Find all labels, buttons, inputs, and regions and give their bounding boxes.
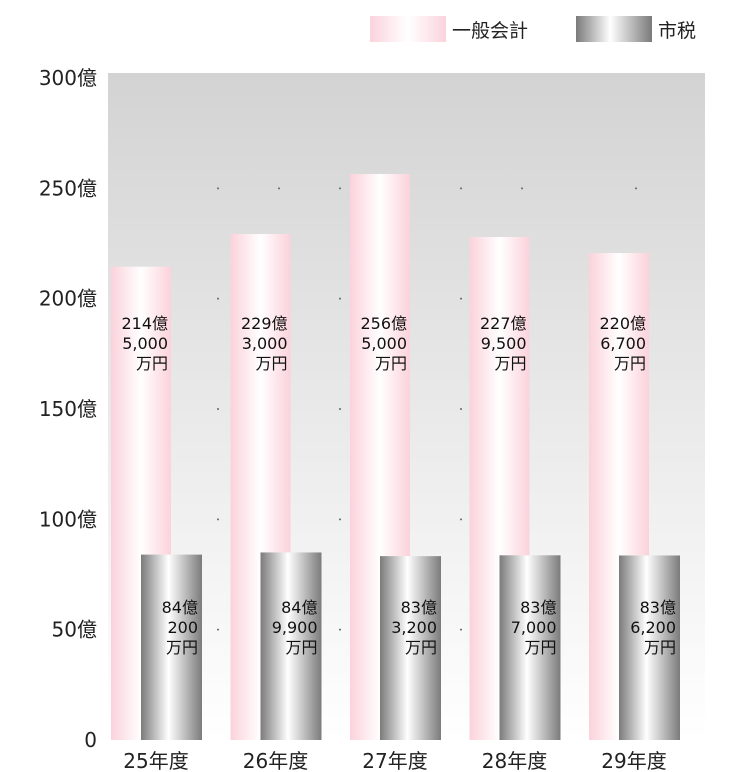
grid-dot <box>339 187 341 190</box>
data-label-city-tax: 万円 <box>524 638 556 657</box>
grid-dot <box>217 518 219 521</box>
bar-city-tax <box>260 552 322 740</box>
grid-dot <box>521 187 523 190</box>
data-label-city-tax: 万円 <box>405 638 437 657</box>
x-category-label: 25年度 <box>123 749 188 772</box>
data-label-general: 万円 <box>375 354 407 373</box>
grid-dot <box>217 628 219 631</box>
bar-city-tax <box>499 555 561 740</box>
data-label-city-tax: 7,000 <box>511 618 557 637</box>
data-label-city-tax: 3,200 <box>391 618 437 637</box>
legend-general: 一般会計 <box>370 14 528 44</box>
grid-dot <box>339 628 341 631</box>
data-label-general: 6,700 <box>600 334 646 353</box>
data-label-general: 214億 <box>121 314 168 333</box>
bar-city-tax <box>619 555 680 740</box>
data-label-general: 9,500 <box>481 334 527 353</box>
data-label-general: 万円 <box>494 354 526 373</box>
data-label-general: 5,000 <box>361 334 407 353</box>
data-label-general: 万円 <box>136 354 168 373</box>
data-label-city-tax: 6,200 <box>630 618 676 637</box>
data-label-city-tax: 84億 <box>281 598 317 617</box>
grid-dot <box>339 297 341 300</box>
data-label-general: 5,000 <box>122 334 168 353</box>
data-label-general: 229億 <box>241 314 288 333</box>
grid-dot <box>460 408 462 410</box>
legend-label-city: 市税 <box>658 19 697 42</box>
y-tick-label: 50億 <box>52 618 97 642</box>
y-tick-label: 300億 <box>39 66 97 90</box>
grid-dot <box>635 187 637 190</box>
legend-label-general: 一般会計 <box>452 19 529 42</box>
data-label-city-tax: 83億 <box>401 598 437 617</box>
x-category-label: 28年度 <box>482 749 547 772</box>
data-label-city-tax: 83億 <box>520 598 556 617</box>
data-label-city-tax: 83億 <box>640 598 676 617</box>
data-label-general: 256億 <box>360 314 407 333</box>
x-category-label: 29年度 <box>601 749 666 772</box>
data-label-city-tax: 万円 <box>166 638 198 657</box>
data-label-city-tax: 万円 <box>644 638 676 657</box>
x-category-label: 27年度 <box>362 749 427 772</box>
grid-dot <box>460 518 462 521</box>
bar-city-tax <box>380 556 441 740</box>
legend-swatch-general <box>370 16 446 42</box>
y-tick-label: 200億 <box>39 287 97 311</box>
grid-dot <box>217 408 219 410</box>
data-label-general: 3,000 <box>242 334 288 353</box>
grid-dot <box>460 297 462 300</box>
grid-dot <box>460 187 462 190</box>
grid-dot <box>339 408 341 410</box>
data-label-city-tax: 万円 <box>285 638 317 657</box>
data-label-city-tax: 200 <box>167 618 198 637</box>
data-label-general: 227億 <box>480 314 527 333</box>
grid-dot <box>217 297 219 300</box>
data-label-city-tax: 84億 <box>162 598 198 617</box>
legend-swatch-city <box>576 16 652 42</box>
grid-dot <box>460 628 462 631</box>
data-label-city-tax: 9,900 <box>272 618 318 637</box>
data-label-general: 220億 <box>599 314 646 333</box>
y-tick-label: 0 <box>84 728 97 752</box>
legend-city: 市税 <box>576 14 696 44</box>
data-label-general: 万円 <box>614 354 646 373</box>
grid-dot <box>278 187 280 190</box>
y-tick-label: 250億 <box>39 176 97 200</box>
y-tick-label: 150億 <box>39 397 97 421</box>
data-label-general: 万円 <box>255 354 287 373</box>
y-tick-label: 100億 <box>39 507 97 531</box>
grid-dot <box>217 187 219 190</box>
x-category-label: 26年度 <box>243 749 308 772</box>
grid-dot <box>339 518 341 521</box>
bar-city-tax <box>141 554 202 740</box>
